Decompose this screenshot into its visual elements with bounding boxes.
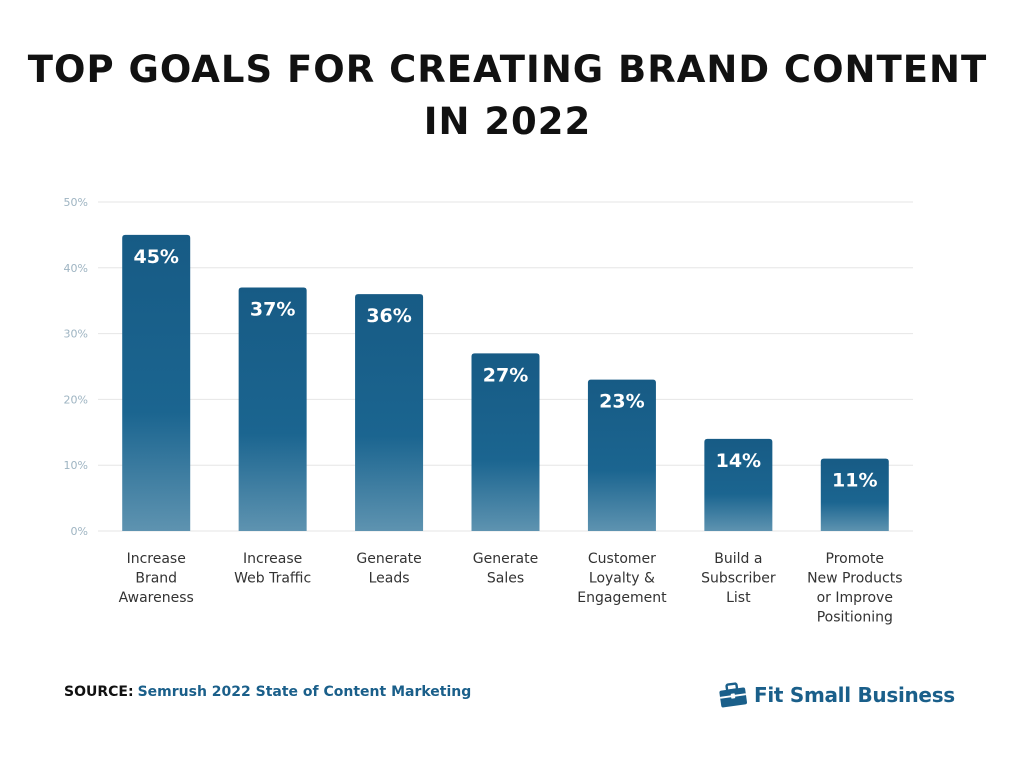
category-label: Increase Brand Awareness [119,551,194,606]
chart-title: TOP GOALS FOR CREATING BRAND CONTENT IN … [0,44,1015,148]
y-tick-label: 40% [64,262,88,275]
y-tick-label: 20% [64,393,88,406]
bar-value-label: 11% [832,470,877,492]
bar-value-label: 27% [483,364,528,386]
bar [820,458,889,531]
briefcase-icon [719,682,748,708]
bar-value-label: 23% [599,391,644,413]
bar [122,234,191,531]
bar-value-label: 36% [366,305,411,327]
category-labels: Increase Brand Awareness Increase Web Traffi… [119,551,903,626]
bar [355,294,424,531]
bar-value-label: 45% [133,246,178,268]
y-tick-label: 10% [64,459,88,472]
category-label: Build a Subscriber List [701,551,776,606]
category-label: Increase Web Traffic [234,551,311,587]
bar-value-label: 14% [716,450,761,472]
y-tick-label: 50% [64,196,88,209]
category-label: Customer Loyalty & Engagement [577,551,667,606]
bar [587,379,656,531]
category-label: Generate Leads [356,551,421,587]
category-label: Generate Sales [473,551,538,587]
y-tick-label: 30% [64,328,88,341]
bar-value-label: 37% [250,299,295,321]
bar-value-labels: 45% 37% 36% 27% 23% 14% 11% [133,246,877,492]
source-note: SOURCE: Semrush 2022 State of Content Mar… [64,684,471,700]
source-value: Semrush 2022 State of Content Marketing [137,684,472,700]
y-axis-tick-labels: 0% 10% 20% 30% 40% 50% [64,196,88,538]
bar [704,438,773,531]
y-tick-label: 0% [71,525,88,538]
chart-title-line-2: IN 2022 [423,100,592,143]
category-label: Promote New Products or Improve Positioning [807,551,902,626]
brand-name: Fit Small Business [754,683,955,707]
bar [238,287,307,531]
chart-title-line-1: TOP GOALS FOR CREATING BRAND CONTENT [27,48,988,91]
source-label: SOURCE: [64,684,134,700]
brand-logo: Fit Small Business [718,680,955,710]
bar [471,353,540,531]
bars [122,234,889,531]
